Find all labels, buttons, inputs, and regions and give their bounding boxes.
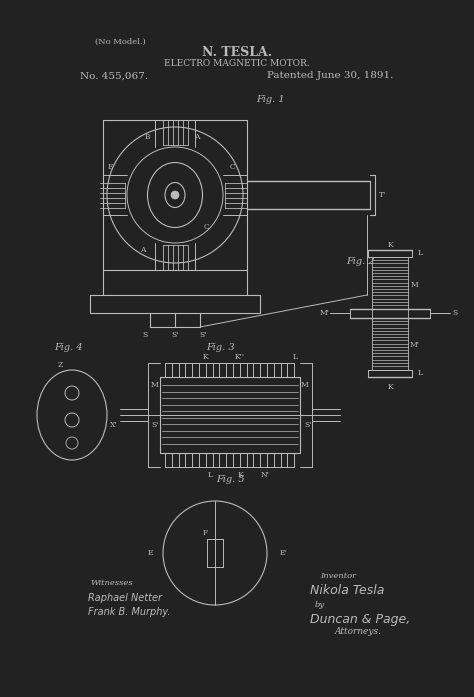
Text: S': S' (304, 421, 312, 429)
Text: X': X' (110, 421, 118, 429)
Text: Duncan & Page,: Duncan & Page, (310, 613, 410, 625)
Text: ELECTRO MAGNETIC MOTOR.: ELECTRO MAGNETIC MOTOR. (164, 59, 310, 68)
Text: Fig. 5: Fig. 5 (216, 475, 244, 484)
Text: Raphael Netter: Raphael Netter (88, 593, 162, 603)
Text: K: K (387, 383, 393, 391)
Text: K: K (237, 471, 243, 479)
Text: S': S' (171, 331, 179, 339)
Text: Fig. 3: Fig. 3 (206, 344, 234, 353)
Text: Z: Z (57, 361, 63, 369)
Text: F: F (202, 529, 208, 537)
Text: A: A (140, 246, 146, 254)
Text: Attorneys.: Attorneys. (335, 627, 382, 636)
Text: Fig. 2: Fig. 2 (346, 257, 374, 266)
Text: M': M' (410, 341, 420, 349)
Text: T': T' (379, 191, 387, 199)
Text: C: C (230, 163, 236, 171)
Text: K: K (387, 241, 393, 249)
Text: L: L (418, 249, 422, 257)
Circle shape (171, 191, 179, 199)
Text: Inventor: Inventor (320, 572, 356, 580)
Text: N': N' (261, 471, 269, 479)
Text: (No Model.): (No Model.) (95, 38, 146, 46)
Text: K'': K'' (235, 353, 245, 361)
Text: Witnesses: Witnesses (90, 579, 133, 587)
Text: Fig. 4: Fig. 4 (54, 344, 82, 353)
Text: A: A (194, 133, 200, 141)
Text: Frank B. Murphy.: Frank B. Murphy. (88, 607, 171, 617)
Text: Patented June 30, 1891.: Patented June 30, 1891. (267, 72, 393, 80)
Text: L: L (418, 369, 422, 377)
Text: Nikola Tesla: Nikola Tesla (310, 585, 384, 597)
Text: K: K (202, 353, 208, 361)
Text: B: B (144, 133, 150, 141)
Text: S: S (142, 331, 147, 339)
Text: Fig. 1: Fig. 1 (255, 95, 284, 105)
Text: M: M (151, 381, 159, 389)
Text: L: L (208, 471, 212, 479)
Text: L: L (292, 353, 298, 361)
Text: N. TESLA.: N. TESLA. (202, 45, 272, 59)
Text: M: M (301, 381, 309, 389)
Text: M: M (411, 281, 419, 289)
Text: S: S (452, 309, 457, 317)
Text: M': M' (320, 309, 330, 317)
Text: E': E' (279, 549, 287, 557)
Text: No. 455,067.: No. 455,067. (80, 72, 148, 80)
Text: S': S' (151, 421, 159, 429)
Text: C: C (204, 223, 210, 231)
Text: by: by (315, 601, 325, 609)
Text: E: E (107, 163, 113, 171)
Text: S': S' (199, 331, 207, 339)
Text: E: E (147, 549, 153, 557)
